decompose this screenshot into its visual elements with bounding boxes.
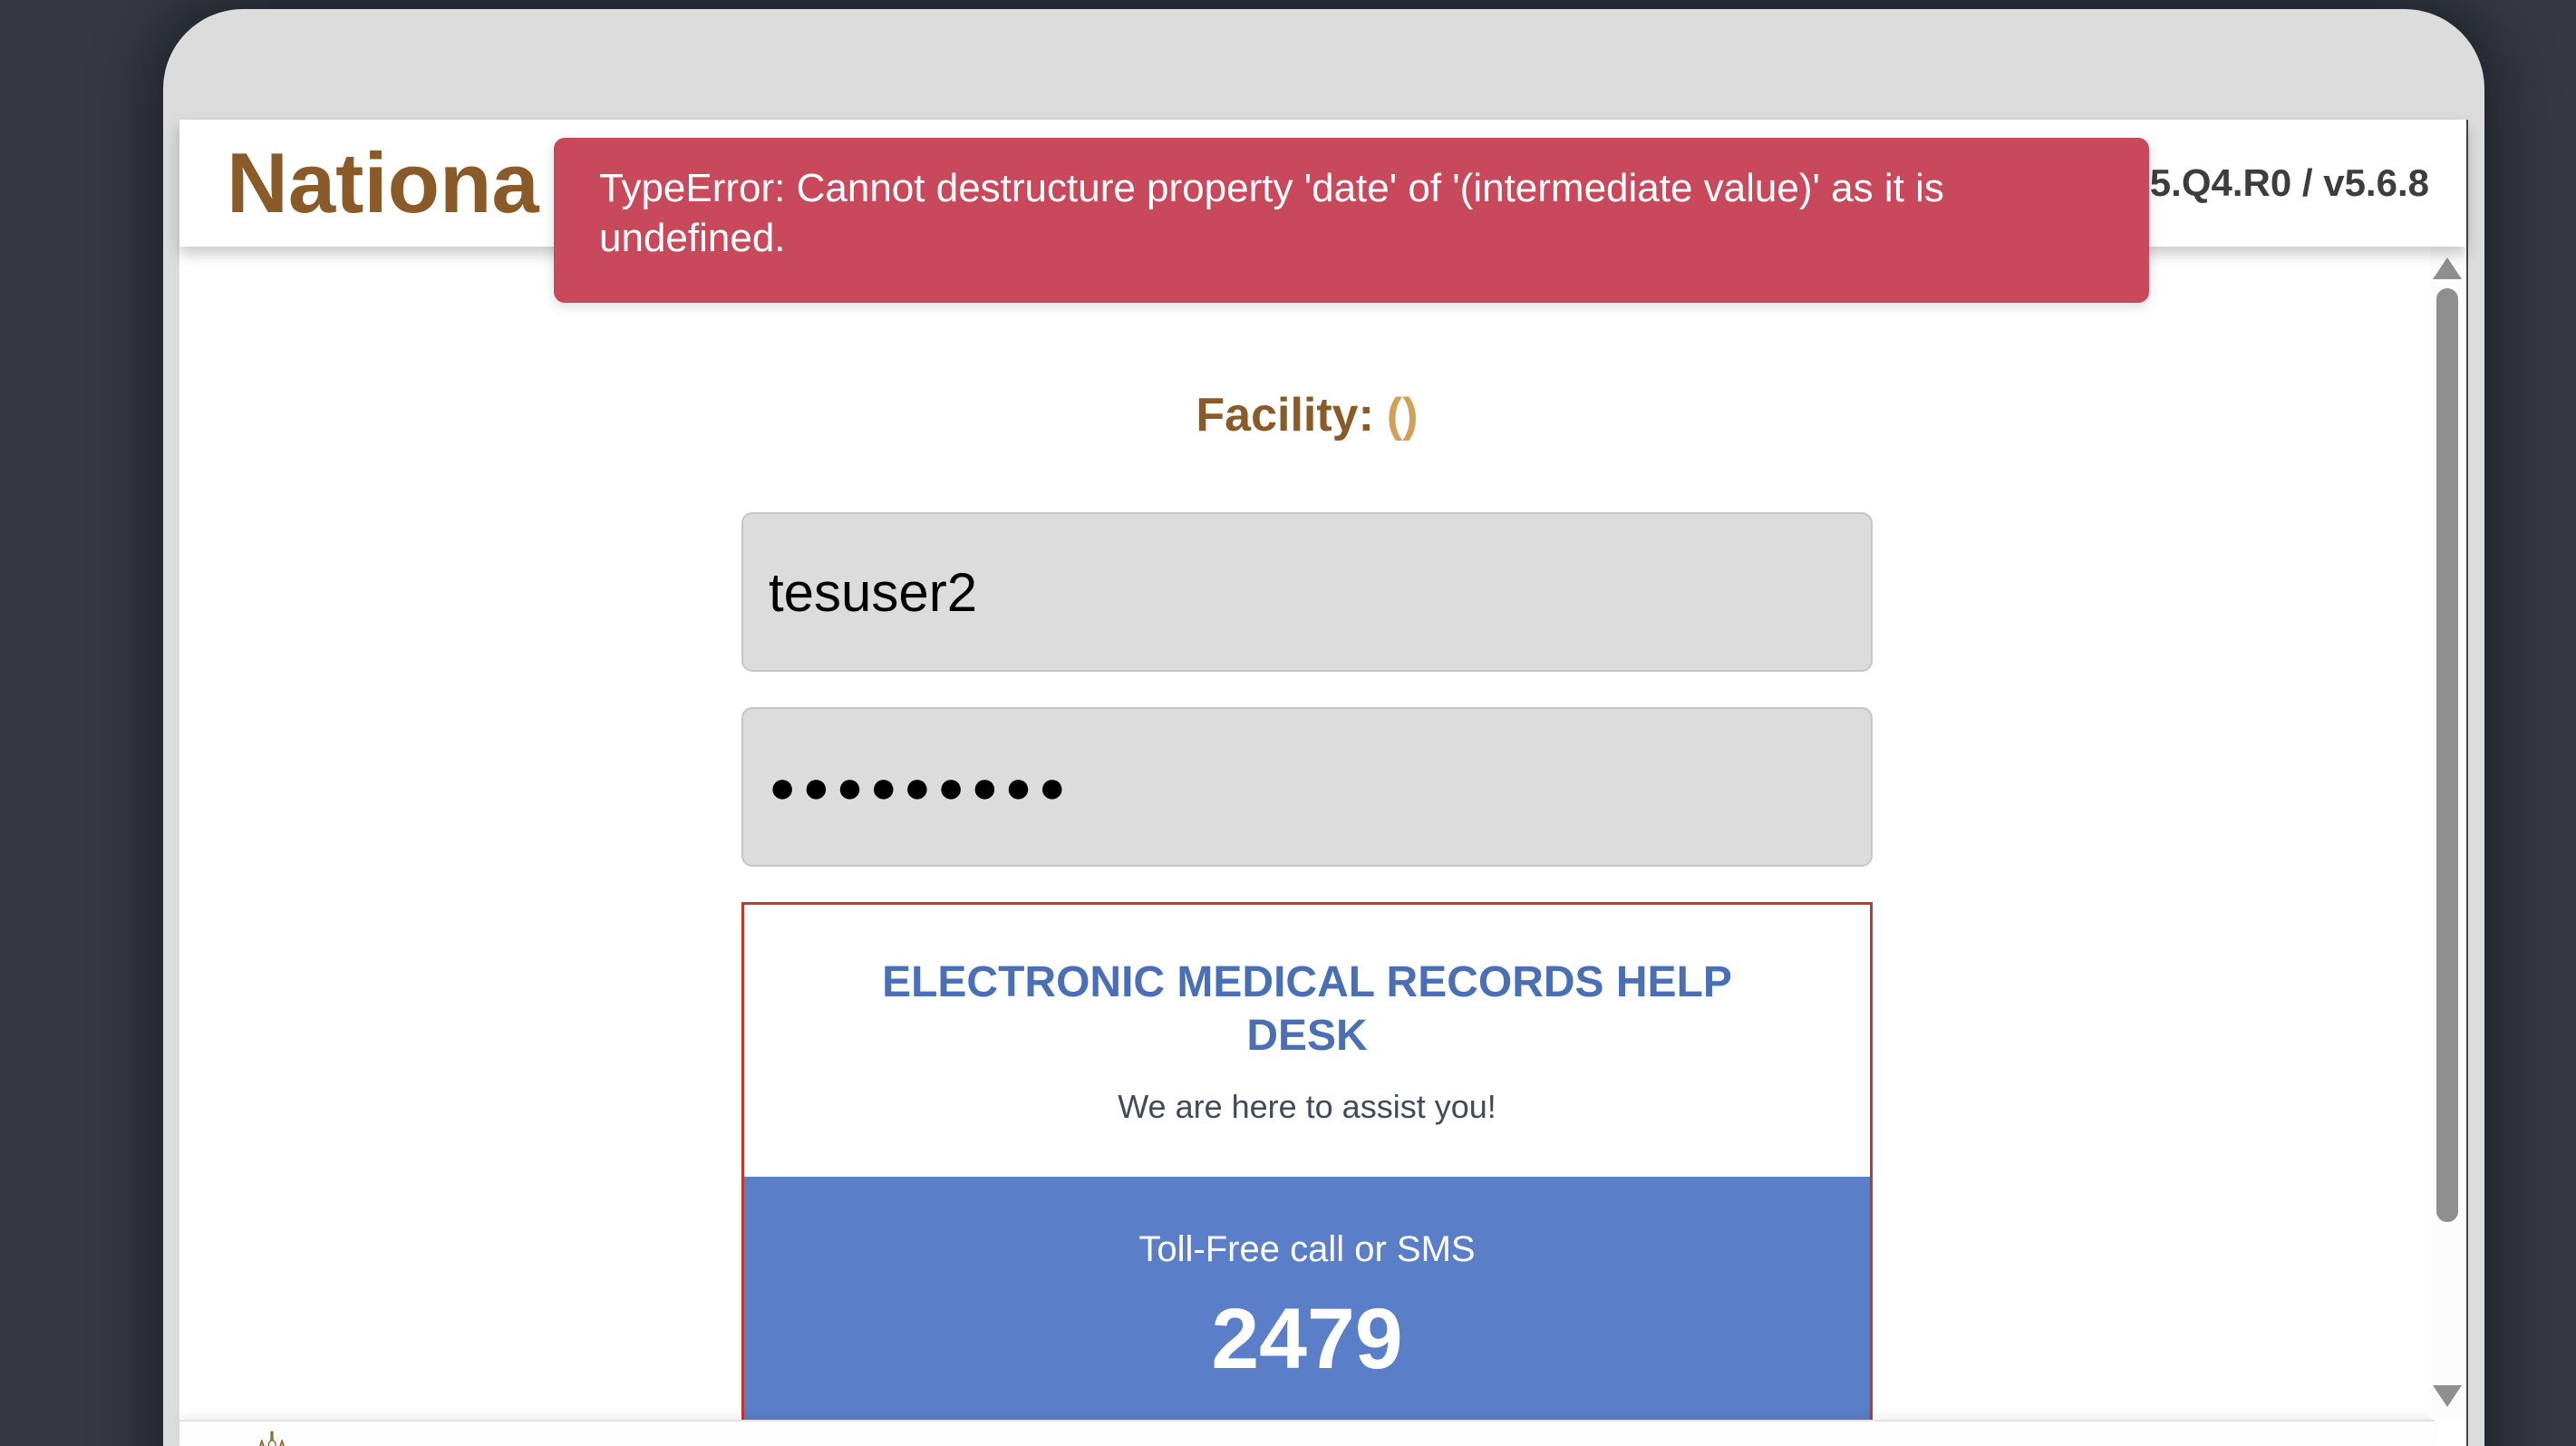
helpdesk-subtitle: We are here to assist you! [1118, 1088, 1496, 1126]
facility-label: Facility: [1196, 389, 1374, 442]
helpdesk-title: ELECTRONIC MEDICAL RECORDS HELP DESK [882, 958, 1732, 1061]
error-toast[interactable]: TypeError: Cannot destructure property '… [554, 138, 2149, 303]
coat-of-arms-icon [259, 1431, 285, 1446]
page-content: Nationa 2025.Q4.R0 / v5.6.8 TypeError: C… [179, 120, 2468, 1446]
app-title: Nationa [227, 135, 539, 230]
helpdesk-contact-number: 2479 [1211, 1291, 1403, 1388]
scrollbar-thumb[interactable] [2436, 288, 2458, 1222]
helpdesk-contact-band: Toll-Free call or SMS 2479 [744, 1177, 1870, 1420]
app-window: Nationa 2025.Q4.R0 / v5.6.8 TypeError: C… [163, 9, 2484, 1446]
username-input[interactable] [741, 512, 1873, 672]
password-input[interactable] [741, 707, 1873, 867]
scroll-down-icon[interactable] [2433, 1385, 2462, 1407]
page-footer [179, 1420, 2435, 1446]
vertical-scrollbar[interactable] [2431, 247, 2465, 1420]
scroll-up-icon[interactable] [2433, 257, 2462, 279]
main-content: Facility:() ELECTRONIC MEDICAL RECORDS H… [179, 247, 2435, 1420]
helpdesk-box: ELECTRONIC MEDICAL RECORDS HELP DESK We … [741, 902, 1873, 1420]
error-toast-message: TypeError: Cannot destructure property '… [599, 166, 1944, 260]
login-form: Facility:() ELECTRONIC MEDICAL RECORDS H… [741, 388, 1873, 1420]
helpdesk-contact-label: Toll-Free call or SMS [1138, 1229, 1476, 1270]
facility-line: Facility:() [741, 388, 1873, 442]
facility-value: () [1386, 389, 1419, 442]
